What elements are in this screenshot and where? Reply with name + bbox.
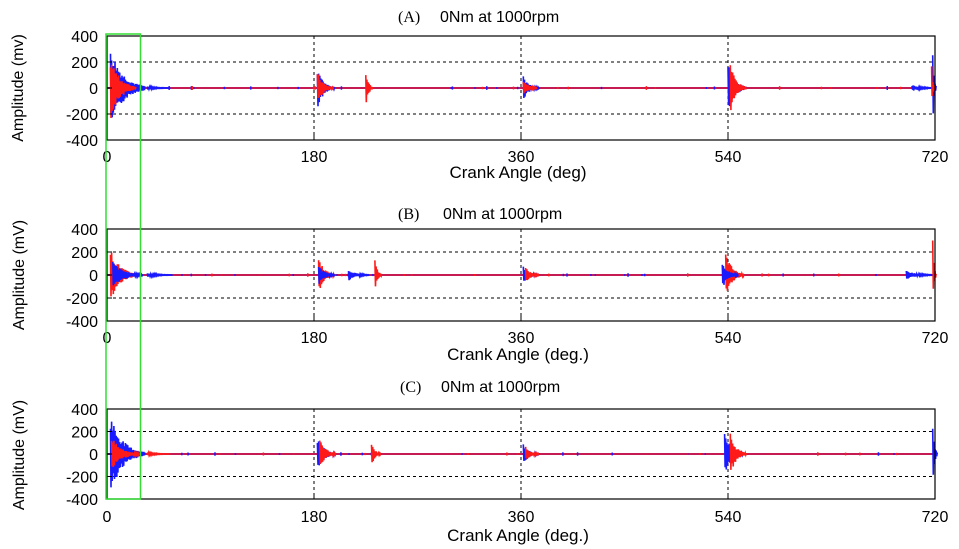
panel-a-xlabel: Crank Angle (deg): [449, 163, 586, 182]
y-tick-label: -400: [66, 133, 98, 150]
panel-b-xlabel: Crank Angle (deg.): [447, 345, 589, 364]
y-tick-label: -400: [66, 492, 98, 509]
panel-a-title: 0Nm at 1000rpm: [440, 9, 559, 26]
x-tick-label: 540: [715, 330, 742, 347]
panel-a-plot: 0 180 360 540 720 400 200 0 -200 -400: [66, 29, 948, 166]
burst-red: [729, 433, 748, 470]
panel-c-plot: 0 180 360 540 720 400 200 0 -200 -400: [66, 402, 948, 526]
burst-blue: [109, 53, 146, 118]
x-tick-label: 0: [103, 509, 112, 526]
x-tick-label: 360: [508, 330, 535, 347]
x-tick-label: 0: [103, 330, 112, 347]
panel-b-plot: 0 180 360 540 720 400 200 0 -200 -400: [66, 222, 948, 347]
x-tick-label: 720: [922, 149, 949, 166]
x-tick-label: 180: [301, 149, 328, 166]
panel-c-xlabel: Crank Angle (deg.): [447, 526, 589, 545]
panel-b: (B) 0Nm at 1000rpm 0 180 360 540 7204002000-…: [11, 206, 948, 364]
panel-c-ylabel: Amplitude (mV): [11, 400, 28, 510]
burst-blue: [109, 421, 146, 488]
burst-red: [319, 440, 337, 465]
y-tick-label: -200: [66, 291, 98, 308]
burst-red: [110, 440, 140, 468]
panel-a-ylabel: Amplitude (mv): [10, 34, 27, 142]
y-tick-label: -400: [66, 314, 98, 331]
burst-blue: [146, 84, 171, 92]
burst-red: [365, 75, 374, 103]
x-tick-label: 540: [715, 149, 742, 166]
burst-blue: [347, 271, 370, 281]
y-tick-label: 200: [71, 245, 98, 262]
x-tick-label: 720: [922, 509, 949, 526]
burst-red: [524, 446, 540, 459]
burst-blue: [146, 271, 173, 280]
panel-c-letter: (C): [400, 379, 421, 396]
x-tick-label: 360: [508, 149, 535, 166]
panel-b-title: 0Nm at 1000rpm: [443, 206, 562, 223]
panel-a-letter: (A): [398, 9, 420, 26]
y-tick-label: 0: [89, 268, 98, 285]
burst-red: [522, 81, 538, 94]
y-tick-label: 0: [89, 447, 98, 464]
panel-a: (A) 0Nm at 1000rpm 0 180 360 540 7204002000-…: [10, 9, 948, 182]
highlight-rectangle: [105, 33, 142, 500]
x-tick-label: 720: [922, 330, 949, 347]
burst-red: [724, 254, 745, 291]
burst-red: [374, 260, 383, 287]
panel-c: (C) 0Nm at 1000rpm 0 180 360 540 7204002000-…: [11, 379, 948, 545]
x-tick-label: 180: [301, 330, 328, 347]
y-tick-label: 400: [71, 402, 98, 419]
x-tick-label: 180: [301, 509, 328, 526]
y-tick-label: 400: [71, 222, 98, 239]
burst-red: [524, 267, 541, 281]
burst-red: [370, 444, 382, 463]
y-tick-label: 200: [71, 425, 98, 442]
y-tick-label: 0: [89, 81, 98, 98]
panel-c-title: 0Nm at 1000rpm: [441, 379, 560, 396]
burst-red: [729, 65, 748, 111]
burst-red: [316, 74, 335, 99]
highlight-box: [105, 33, 142, 500]
burst-red: [146, 449, 171, 458]
burst-blue: [905, 270, 935, 279]
x-tick-label: 540: [715, 509, 742, 526]
y-tick-label: -200: [66, 107, 98, 124]
burst-blue: [112, 261, 144, 286]
panel-b-letter: (B): [398, 206, 419, 223]
x-tick-label: 0: [103, 149, 112, 166]
y-tick-label: 200: [71, 55, 98, 72]
burst-blue: [317, 266, 336, 284]
x-tick-label: 360: [508, 509, 535, 526]
y-tick-label: 400: [71, 29, 98, 46]
burst-blue: [721, 264, 740, 285]
y-tick-label: -200: [66, 470, 98, 487]
burst-red: [109, 64, 137, 119]
panel-b-ylabel: Amplitude (mV): [11, 220, 28, 330]
